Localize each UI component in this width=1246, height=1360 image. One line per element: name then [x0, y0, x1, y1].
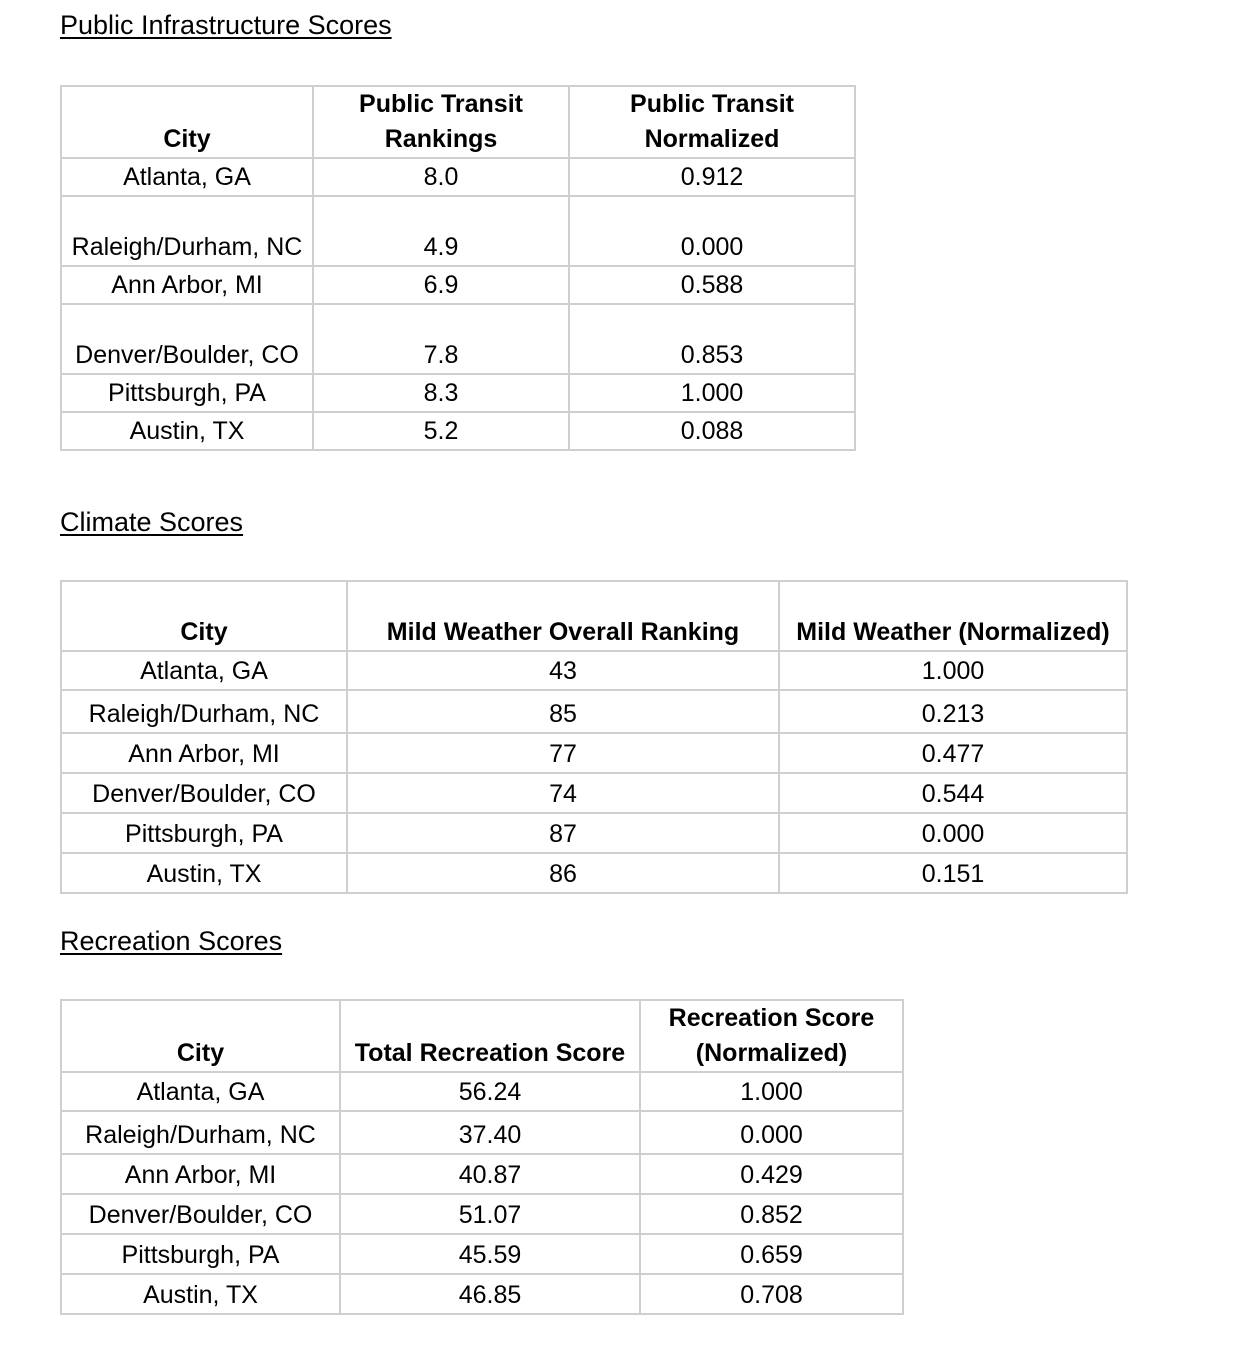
table-row: Ann Arbor, MI 6.9 0.588 [60, 265, 856, 305]
table-header-row: City Mild Weather Overall Ranking Mild W… [60, 580, 1128, 652]
cell-normalized: 1.000 [568, 373, 856, 413]
cell-normalized: 0.912 [568, 157, 856, 197]
cell-city: Denver/Boulder, CO [60, 303, 314, 375]
cell-value: 43 [346, 650, 780, 691]
cell-value: 8.3 [312, 373, 570, 413]
header-total-recreation: Total Recreation Score [339, 999, 641, 1073]
cell-city: Pittsburgh, PA [60, 812, 348, 854]
header-transit-normalized: Public Transit Normalized [568, 85, 856, 159]
cell-city: Pittsburgh, PA [60, 373, 314, 413]
cell-normalized: 0.213 [778, 689, 1128, 734]
cell-city: Ann Arbor, MI [60, 265, 314, 305]
cell-city: Atlanta, GA [60, 650, 348, 691]
cell-value: 56.24 [339, 1071, 641, 1112]
cell-normalized: 0.708 [639, 1273, 904, 1315]
cell-normalized: 0.544 [778, 772, 1128, 814]
cell-city: Austin, TX [60, 852, 348, 894]
cell-normalized: 0.588 [568, 265, 856, 305]
header-transit-rankings: Public Transit Rankings [312, 85, 570, 159]
header-city: City [60, 580, 348, 652]
cell-city: Austin, TX [60, 411, 314, 451]
cell-value: 86 [346, 852, 780, 894]
table-row: Raleigh/Durham, NC 4.9 0.000 [60, 195, 856, 267]
table-row: Pittsburgh, PA 45.59 0.659 [60, 1233, 904, 1275]
cell-city: Denver/Boulder, CO [60, 1193, 341, 1235]
cell-value: 4.9 [312, 195, 570, 267]
climate-table: City Mild Weather Overall Ranking Mild W… [60, 580, 1128, 894]
cell-normalized: 0.852 [639, 1193, 904, 1235]
table-header-row: City Total Recreation Score Recreation S… [60, 999, 904, 1073]
table-row: Denver/Boulder, CO 7.8 0.853 [60, 303, 856, 375]
table-row: Atlanta, GA 8.0 0.912 [60, 157, 856, 197]
cell-value: 87 [346, 812, 780, 854]
cell-normalized: 0.000 [568, 195, 856, 267]
cell-value: 85 [346, 689, 780, 734]
cell-value: 46.85 [339, 1273, 641, 1315]
cell-city: Austin, TX [60, 1273, 341, 1315]
table-row: Denver/Boulder, CO 74 0.544 [60, 772, 1128, 814]
header-city: City [60, 999, 341, 1073]
cell-normalized: 1.000 [639, 1071, 904, 1112]
cell-value: 6.9 [312, 265, 570, 305]
infrastructure-table: City Public Transit Rankings Public Tran… [60, 85, 856, 451]
table-row: Raleigh/Durham, NC 37.40 0.000 [60, 1110, 904, 1155]
cell-city: Raleigh/Durham, NC [60, 1110, 341, 1155]
cell-city: Raleigh/Durham, NC [60, 195, 314, 267]
cell-normalized: 0.659 [639, 1233, 904, 1275]
cell-value: 51.07 [339, 1193, 641, 1235]
cell-value: 7.8 [312, 303, 570, 375]
cell-normalized: 0.000 [778, 812, 1128, 854]
cell-value: 45.59 [339, 1233, 641, 1275]
cell-normalized: 1.000 [778, 650, 1128, 691]
cell-value: 8.0 [312, 157, 570, 197]
header-weather-normalized: Mild Weather (Normalized) [778, 580, 1128, 652]
table-row: Ann Arbor, MI 77 0.477 [60, 732, 1128, 774]
table-row: Denver/Boulder, CO 51.07 0.852 [60, 1193, 904, 1235]
table-row: Atlanta, GA 43 1.000 [60, 650, 1128, 691]
cell-normalized: 0.088 [568, 411, 856, 451]
table-row: Ann Arbor, MI 40.87 0.429 [60, 1153, 904, 1195]
cell-value: 77 [346, 732, 780, 774]
table-row: Atlanta, GA 56.24 1.000 [60, 1071, 904, 1112]
cell-normalized: 0.151 [778, 852, 1128, 894]
table-header-row: City Public Transit Rankings Public Tran… [60, 85, 856, 159]
table-row: Raleigh/Durham, NC 85 0.213 [60, 689, 1128, 734]
table-row: Austin, TX 86 0.151 [60, 852, 1128, 894]
cell-city: Ann Arbor, MI [60, 732, 348, 774]
section-title-recreation: Recreation Scores [60, 926, 283, 956]
cell-normalized: 0.477 [778, 732, 1128, 774]
header-recreation-normalized: Recreation Score (Normalized) [639, 999, 904, 1073]
recreation-table: City Total Recreation Score Recreation S… [60, 999, 904, 1315]
cell-city: Raleigh/Durham, NC [60, 689, 348, 734]
header-weather-ranking: Mild Weather Overall Ranking [346, 580, 780, 652]
cell-city: Denver/Boulder, CO [60, 772, 348, 814]
section-title-climate: Climate Scores [60, 507, 244, 537]
table-row: Pittsburgh, PA 8.3 1.000 [60, 373, 856, 413]
cell-city: Ann Arbor, MI [60, 1153, 341, 1195]
table-row: Austin, TX 5.2 0.088 [60, 411, 856, 451]
cell-value: 74 [346, 772, 780, 814]
cell-value: 5.2 [312, 411, 570, 451]
cell-city: Pittsburgh, PA [60, 1233, 341, 1275]
table-row: Pittsburgh, PA 87 0.000 [60, 812, 1128, 854]
cell-normalized: 0.429 [639, 1153, 904, 1195]
cell-value: 40.87 [339, 1153, 641, 1195]
cell-city: Atlanta, GA [60, 1071, 341, 1112]
cell-value: 37.40 [339, 1110, 641, 1155]
table-row: Austin, TX 46.85 0.708 [60, 1273, 904, 1315]
header-city: City [60, 85, 314, 159]
cell-normalized: 0.000 [639, 1110, 904, 1155]
cell-normalized: 0.853 [568, 303, 856, 375]
section-title-infrastructure: Public Infrastructure Scores [60, 10, 392, 40]
cell-city: Atlanta, GA [60, 157, 314, 197]
